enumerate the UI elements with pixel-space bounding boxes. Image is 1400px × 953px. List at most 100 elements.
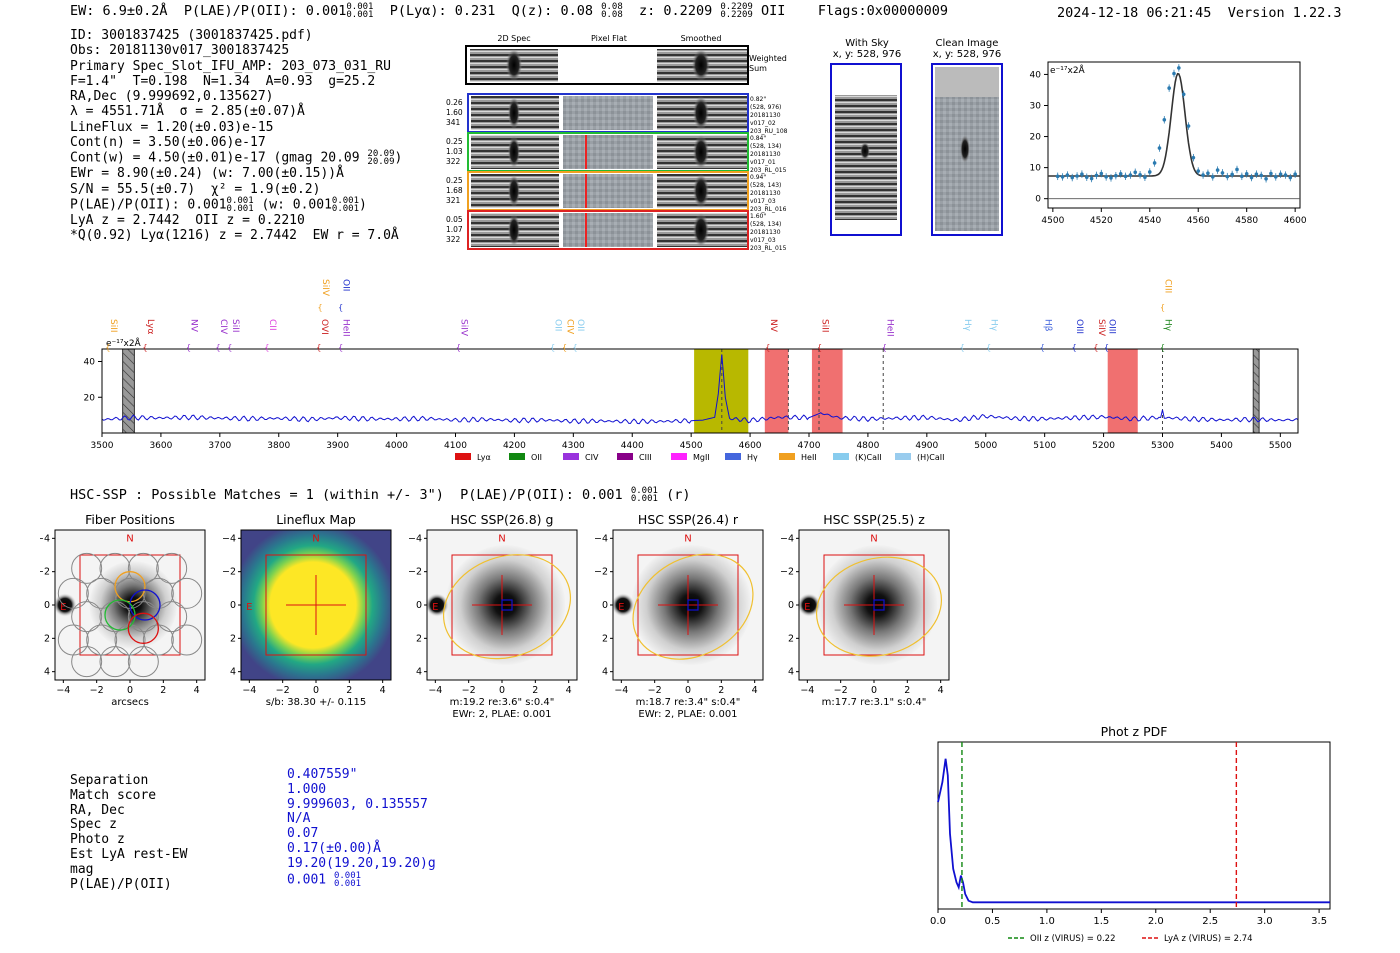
match-marker (873, 599, 885, 611)
panel-xtick-label: 2 (346, 685, 352, 696)
with-sky-title: With Sky (845, 38, 889, 49)
spec-legend-label: HeII (801, 453, 817, 462)
spec-line-label: SiII (108, 319, 118, 333)
detection-info: ID: 3001837425 (3001837425.pdf) Obs: 2018… (70, 28, 402, 244)
panel-caption-2: EWr: 2, PLAE: 0.001 (452, 709, 551, 720)
cutout-desc: v017_03 (750, 198, 776, 205)
spec-line-brace: { (1072, 343, 1077, 352)
spec-line-label: OIII (1107, 319, 1117, 334)
info-q: *Q(0.92) Lyα(1216) z = 2.7442 EW r = 7.0… (70, 228, 399, 244)
cutout-weight: 0.25 (446, 176, 463, 185)
east-label: E (246, 602, 252, 613)
spec-legend-label: OII (531, 453, 542, 462)
panel-xtick-label: −2 (90, 685, 104, 696)
spec-legend-label: (H)CaII (917, 453, 944, 462)
panel-xtick-label: −2 (648, 685, 662, 696)
fiber-circle (171, 577, 203, 609)
spec-line-label: Hβ (1042, 319, 1052, 332)
fit-point (1249, 175, 1254, 180)
panel-xtick-label: 2 (160, 685, 166, 696)
panel-caption: m:18.7 re:3.4" s:0.4" (636, 697, 741, 708)
panel-ytick-label: 0 (416, 600, 422, 611)
cutout-desc: 20181130 (750, 151, 781, 158)
spec-legend-label: (K)CaII (855, 453, 882, 462)
spec-line-label: CII (267, 319, 277, 331)
panel-ytick-label: 0 (230, 600, 236, 611)
with-sky-image[interactable] (830, 63, 902, 236)
fit-point (1123, 174, 1128, 179)
panel-ytick-label: 2 (788, 633, 794, 644)
panel-title: HSC SSP(26.8) g (451, 512, 554, 527)
header-z-line: OII (761, 3, 786, 19)
fit-point (1225, 174, 1230, 179)
panel-xtick-label: 4 (194, 685, 200, 696)
fit-point (1220, 171, 1225, 175)
info-obs: Obs: 20181130v017_3001837425 (70, 43, 290, 59)
match-value: 9.999603, 0.135557 (287, 796, 428, 812)
panel-xtick-label: 2 (904, 685, 910, 696)
spec-shaded-region (122, 348, 135, 434)
info-radec: RA,Dec (9.999692,0.135627) (70, 89, 274, 105)
pdf-xtick-label: 0.0 (930, 916, 946, 927)
fit-point (1143, 175, 1147, 180)
fit-point (1206, 171, 1210, 176)
fit-axes (1047, 61, 1301, 209)
search-box (451, 554, 553, 656)
search-box (265, 554, 367, 656)
spec-line-brace: { (105, 343, 110, 352)
fiber-circle (99, 601, 131, 633)
spec-line-brace: { (765, 343, 770, 352)
spec-line-label: SiII (230, 319, 240, 333)
fit-ytick-label: 0 (1035, 195, 1041, 205)
panel-ytick-label: 2 (602, 633, 608, 644)
selected-fiber (127, 612, 159, 644)
fit-point (1084, 175, 1089, 180)
spec-line-brace: { (1093, 343, 1098, 352)
fiber-circle (71, 552, 103, 584)
spec-legend-swatch (671, 453, 687, 460)
spec-line-label: NV (189, 319, 199, 333)
fit-point (1196, 169, 1201, 173)
panel-ytick-label: 2 (230, 633, 236, 644)
fit-point (1293, 172, 1297, 176)
spec-line-label: HeII (341, 319, 351, 337)
fit-xtick-label: 4520 (1090, 216, 1113, 226)
match-value: 0.001 0.001 0.001 (287, 870, 362, 889)
cutout-source (508, 214, 520, 246)
spec-xtick-label: 5200 (1092, 441, 1115, 451)
north-label: N (498, 534, 505, 545)
fit-xtick-label: 4600 (1284, 216, 1307, 226)
fit-point (1162, 117, 1167, 122)
clean-xy: x, y: 528, 976 (932, 49, 1002, 60)
search-box (823, 554, 925, 656)
cutout-weight: 341 (446, 118, 461, 127)
cutout-desc: (528, 134) (750, 221, 781, 228)
spec-line-label: OIII (1074, 319, 1084, 334)
match-label: mag (70, 861, 94, 877)
fit-point (1065, 173, 1070, 177)
info-plae: P(LAE)/P(OII): 0.001 0.001 0.001 (w: 0.001… (70, 195, 367, 214)
fit-point (1259, 173, 1264, 178)
fit-point (1215, 168, 1220, 172)
east-label: E (804, 602, 810, 613)
clean-image[interactable] (931, 63, 1003, 236)
cutout-weight: 0.05 (446, 215, 463, 224)
east-label: E (618, 602, 624, 613)
fit-point (1278, 172, 1283, 176)
pdf-line (937, 758, 1330, 904)
spec-line-brace: { (817, 343, 822, 352)
spec-line-brace: { (1104, 343, 1109, 352)
clean-header: Clean Image x, y: 528, 976 (922, 38, 1012, 60)
spec-xtick-label: 3500 (91, 441, 114, 451)
spec-xtick-label: 5100 (1033, 441, 1056, 451)
cutout-desc: 20181130 (750, 112, 781, 119)
spec-legend-label: Lyα (477, 453, 491, 462)
panel-ytick-label: 2 (44, 633, 50, 644)
spec-legend-label: CIV (585, 453, 599, 462)
spec-line (101, 354, 1299, 425)
fit-ytick-label: 40 (1030, 70, 1042, 80)
spec-legend-swatch (563, 453, 579, 460)
spec-line-brace: { (317, 303, 322, 312)
match-values: 0.407559" 1.000 9.999603, 0.135557 N/A 0.07 0… (287, 767, 436, 889)
timestamp: 2024-12-18 06:21:45 (1057, 5, 1212, 21)
